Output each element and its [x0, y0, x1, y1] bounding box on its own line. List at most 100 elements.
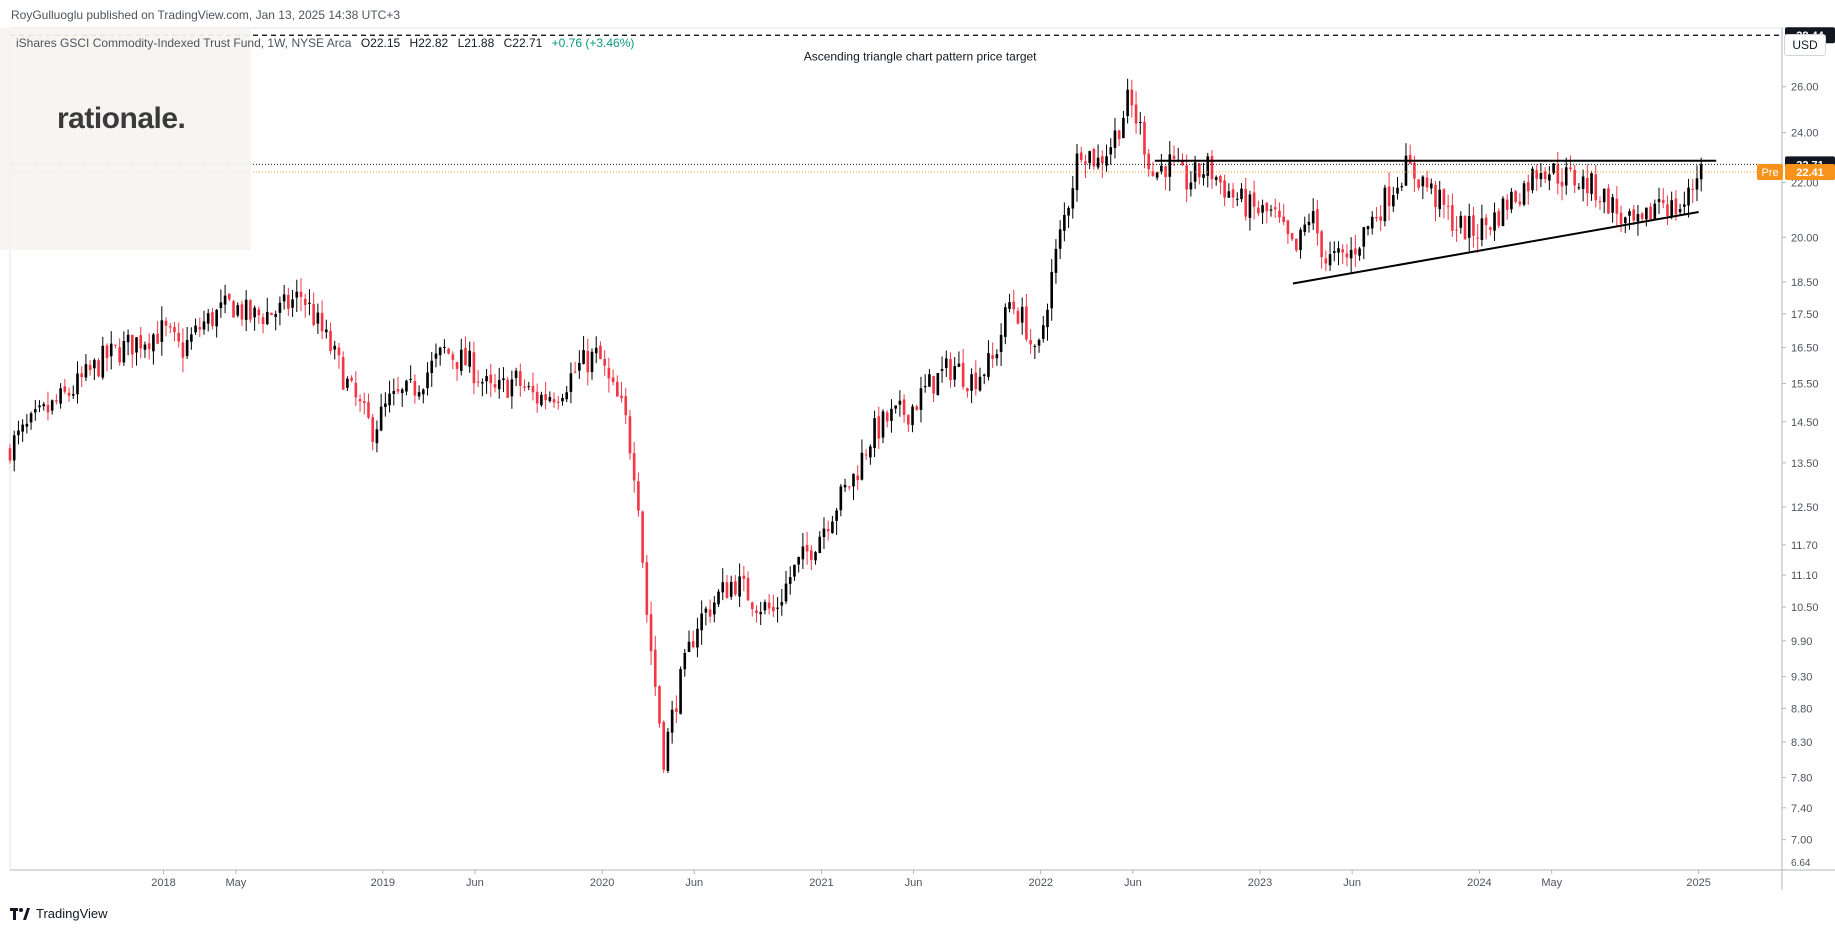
candle-body [1379, 216, 1382, 221]
x-tick-label: 2023 [1248, 877, 1272, 889]
candle-body [1303, 224, 1307, 232]
candle-body [295, 291, 299, 298]
candle-body [384, 403, 387, 408]
candle-body [164, 320, 168, 326]
candle-body [1046, 309, 1049, 328]
y-tick-label-min: 6.64 [1791, 858, 1811, 869]
candle-body [1295, 238, 1298, 251]
candle-body [670, 709, 674, 733]
candle-body [367, 402, 370, 418]
candle-body [1590, 173, 1593, 194]
candle-body [1134, 104, 1138, 124]
candle-body [1560, 181, 1564, 187]
candle-body [1370, 216, 1374, 229]
y-tick-label: 20.00 [1791, 232, 1819, 244]
candle-body [1451, 205, 1454, 231]
candle-body [63, 386, 67, 392]
candle-body [1653, 203, 1657, 220]
x-tick-label: Jun [905, 877, 923, 889]
currency-button[interactable]: USD [1784, 34, 1826, 56]
candle-body [1307, 221, 1311, 226]
pre-tag [1757, 163, 1783, 180]
candle-body [1033, 346, 1037, 348]
candle-body [1324, 258, 1328, 264]
candle-body [995, 354, 999, 359]
candle-body [704, 608, 708, 613]
candle-body [1198, 163, 1201, 178]
candle-body [734, 581, 737, 595]
candle-body [1092, 149, 1096, 167]
candle-body [1573, 169, 1576, 186]
x-tick-label: 2018 [151, 877, 175, 889]
candle-body [1691, 188, 1695, 190]
y-tick-label: 9.30 [1791, 672, 1812, 684]
candle-body [565, 392, 569, 400]
candle-body [944, 358, 948, 369]
candle-body [1349, 249, 1353, 259]
candle-body [1016, 310, 1020, 324]
candle-body [71, 394, 75, 396]
candle-body [961, 362, 965, 387]
y-tick-label: 11.70 [1791, 540, 1818, 552]
candle-body [885, 412, 889, 422]
candle-body [919, 388, 923, 410]
candle-body [915, 406, 919, 411]
time-axis[interactable]: 2018 May 2019 Jun 2020 Jun 2021 Jun 2022 Jun 2023 J… [151, 870, 1711, 889]
y-tick-label: 26.00 [1791, 82, 1819, 94]
candle-body [729, 581, 733, 597]
candle-body [1071, 188, 1075, 209]
candle-body [759, 612, 763, 615]
candle-body [894, 405, 897, 409]
candle-body [1345, 253, 1349, 258]
brand-label: TradingView [36, 906, 108, 921]
candle-body [1358, 248, 1361, 256]
candle-body [506, 379, 509, 398]
candle-body [1666, 204, 1669, 216]
candle-body [1257, 207, 1260, 214]
price-axis[interactable]: 7.00 7.40 7.80 8.30 8.80 9.30 9.90 10.50 11.10 11… [1757, 27, 1835, 869]
x-tick-label: May [1541, 877, 1562, 889]
candle-body [1602, 188, 1606, 203]
candle-body [118, 347, 121, 363]
candle-body [168, 326, 172, 328]
x-tick-label: Jun [1343, 877, 1361, 889]
y-tick-label: 12.50 [1791, 502, 1819, 514]
candle-body [97, 360, 100, 377]
candle-body [489, 374, 493, 384]
candle-body [223, 295, 227, 305]
low-value: L21.88 [457, 36, 495, 50]
candle-body [1079, 152, 1083, 161]
candle-body [940, 369, 944, 371]
candle-body [135, 337, 138, 353]
candle-body [666, 731, 670, 771]
candle-body [746, 578, 750, 601]
candle-body [1670, 200, 1673, 217]
candle-body [1252, 192, 1256, 207]
symbol-title[interactable]: iShares GSCI Commodity-Indexed Trust Fun… [16, 36, 352, 50]
candle-body [1210, 155, 1214, 180]
candle-body [1219, 175, 1222, 183]
candle-body [641, 511, 644, 563]
candle-body [443, 346, 446, 348]
candle-body [523, 386, 526, 388]
candle-body [1404, 155, 1408, 186]
candle-body [594, 347, 598, 354]
candle-body [1535, 170, 1539, 179]
candle-body [249, 300, 252, 320]
candle-body [767, 602, 771, 609]
candle-body [675, 708, 678, 712]
candle-body [1607, 188, 1610, 214]
candle-body [556, 401, 560, 403]
candle-body [1645, 207, 1648, 220]
candle-body [261, 317, 265, 325]
candle-body [422, 389, 425, 395]
candle-body [713, 602, 716, 615]
pre-tag-label: Pre [1761, 167, 1778, 179]
candle-body [1020, 306, 1024, 323]
candle-body [350, 377, 353, 381]
candle-body [624, 396, 628, 416]
candle-body [1235, 198, 1239, 200]
candle-body [932, 376, 935, 394]
candle-body [847, 486, 851, 488]
